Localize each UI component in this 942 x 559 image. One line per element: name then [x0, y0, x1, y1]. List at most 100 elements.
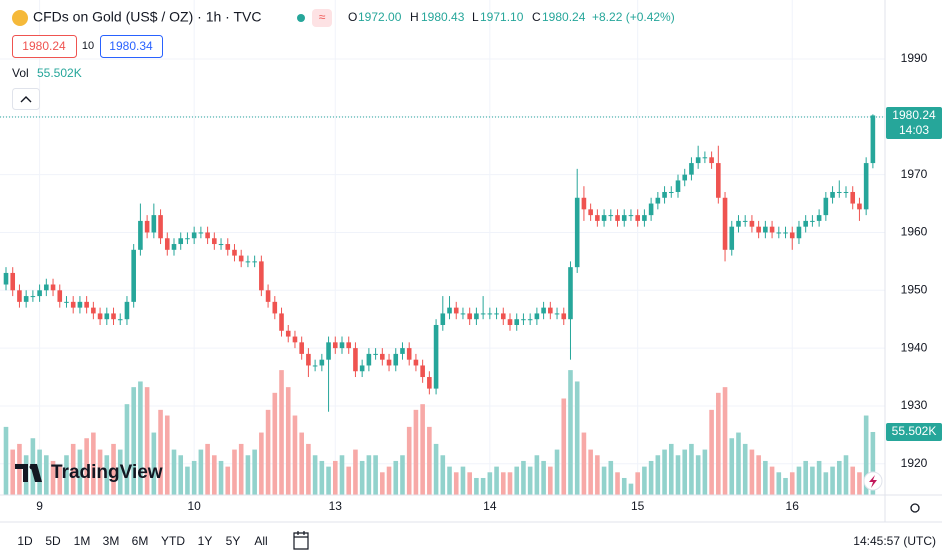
x-tick-label: 13	[329, 499, 343, 513]
volume-bar	[299, 432, 304, 495]
sell-button[interactable]	[12, 35, 77, 58]
candle-body	[642, 215, 647, 221]
candle-body	[57, 290, 63, 302]
buy-price[interactable]: 1980.34	[109, 39, 153, 53]
price-tag	[886, 107, 942, 139]
volume-bar	[70, 443, 76, 495]
volume-bar	[548, 466, 553, 495]
x-tick-label: 16	[786, 499, 800, 513]
range-button[interactable]: 6M	[132, 534, 149, 548]
volume-bar	[534, 455, 540, 495]
symbol-title: CFDs on Gold (US$ / OZ) · 1h · TVC	[33, 9, 261, 25]
volume-bar	[789, 472, 795, 495]
volume-bar	[628, 483, 634, 495]
volume-bar	[245, 455, 251, 495]
candle-body	[292, 336, 298, 343]
volume-bar	[312, 455, 318, 495]
candle-body	[843, 191, 849, 193]
candle-body	[668, 191, 674, 193]
volume-bar	[265, 409, 271, 495]
volume-bar	[400, 455, 405, 495]
volume-bar	[212, 455, 217, 495]
spread: 10	[82, 40, 94, 52]
candle-body	[50, 284, 56, 291]
candle-body	[353, 348, 358, 372]
settings-icon[interactable]	[910, 503, 920, 513]
volume-bar	[326, 466, 331, 495]
candle-body	[144, 220, 150, 233]
volume-bar	[541, 460, 546, 495]
candle-body	[863, 163, 869, 210]
candle-body	[621, 215, 627, 221]
volume-bar	[608, 460, 614, 495]
candle-body	[507, 319, 513, 325]
volume-bar	[97, 449, 103, 495]
candle-body	[238, 255, 244, 262]
buy-button[interactable]	[100, 35, 163, 58]
volume-bar	[440, 455, 446, 495]
volume-bar	[366, 455, 372, 495]
volume-bar	[487, 472, 493, 495]
candle-body	[44, 284, 49, 291]
legend-key: L	[472, 10, 479, 24]
candle-body	[373, 353, 378, 355]
volume-bar	[662, 449, 667, 495]
candle-body	[319, 359, 325, 366]
candle-body	[548, 307, 553, 314]
candle-body	[427, 377, 432, 389]
volume-bar	[595, 455, 600, 495]
volume-bar	[615, 472, 620, 495]
volume-bar	[588, 449, 593, 495]
volume-bar	[111, 443, 116, 495]
candle-body	[689, 163, 694, 175]
candle-body	[776, 232, 782, 234]
volume-bar	[480, 477, 486, 495]
candle-body	[823, 197, 829, 216]
candle-body	[393, 353, 399, 366]
sell-price[interactable]: 1980.24	[22, 39, 66, 53]
range-button[interactable]: 1Y	[198, 534, 213, 548]
collapse-button[interactable]	[12, 88, 40, 110]
volume-bar	[359, 460, 365, 495]
volume-bar	[144, 387, 150, 495]
volume-bar	[3, 426, 9, 495]
clock: 14:45:57 (UTC)	[853, 534, 936, 548]
volume-bar	[830, 466, 835, 495]
candle-body	[232, 249, 237, 256]
volume-bar	[380, 472, 385, 495]
volume-bar	[285, 387, 291, 495]
volume-bar	[279, 370, 284, 495]
candle-body	[850, 191, 856, 204]
candle-body	[655, 197, 661, 204]
volume-bar	[500, 472, 506, 495]
volume-bar	[722, 387, 728, 495]
volume-bar	[84, 438, 89, 495]
volume-bar	[857, 472, 862, 495]
volume-bar	[138, 381, 143, 495]
date-range-icon[interactable]	[293, 531, 309, 550]
candle-body	[527, 319, 533, 321]
candle-body	[595, 215, 600, 221]
candle-body	[574, 197, 580, 268]
range-button[interactable]: All	[254, 534, 267, 548]
candle-body	[568, 267, 573, 320]
candle-body	[628, 215, 634, 217]
range-button[interactable]: 1M	[74, 534, 91, 548]
volume-bar	[17, 443, 22, 495]
range-button[interactable]: 5D	[45, 534, 61, 548]
range-button[interactable]: 1D	[17, 534, 33, 548]
candle-body	[494, 313, 499, 315]
candle-body	[447, 307, 452, 314]
candle-body	[541, 307, 546, 314]
volume-bar	[507, 472, 513, 495]
x-tick-label: 10	[187, 499, 201, 513]
range-button[interactable]: YTD	[161, 534, 185, 548]
candle-body	[346, 342, 352, 349]
candle-body	[796, 226, 802, 239]
range-button[interactable]: 3M	[103, 534, 120, 548]
volume-bar	[642, 466, 647, 495]
candle-body	[252, 261, 257, 263]
candle-body	[440, 313, 446, 325]
range-button[interactable]: 5Y	[226, 534, 241, 548]
candle-body	[97, 313, 103, 320]
